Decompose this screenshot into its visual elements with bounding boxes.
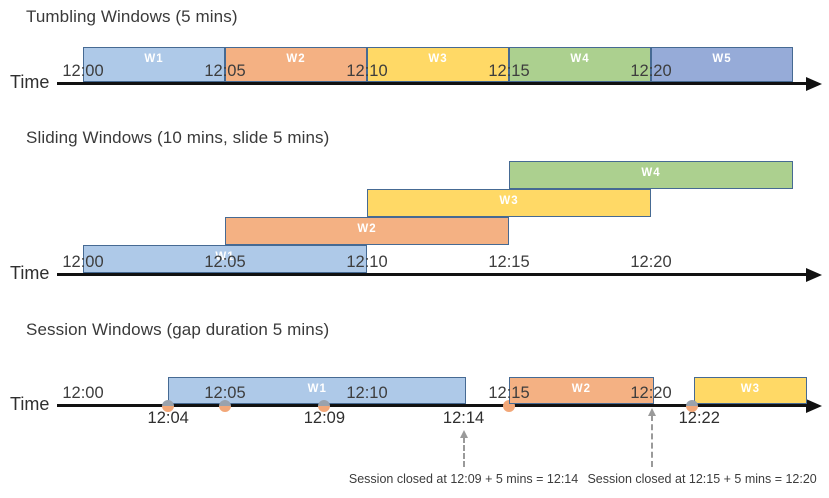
event-dot	[162, 399, 175, 412]
window-label: W3	[428, 53, 448, 65]
dashed-arrow-icon	[648, 408, 657, 467]
tick-label: 12:20	[630, 253, 672, 271]
tick-label: 12:10	[346, 253, 388, 271]
event-time-label: 12:09	[303, 409, 346, 427]
window-label: W1	[215, 251, 235, 263]
event-time-label: 12:14	[442, 409, 485, 427]
window-label: W2	[571, 383, 592, 395]
tick-label: 12:00	[62, 384, 104, 402]
tick-label: 12:10	[346, 62, 388, 80]
session-close-note: Session closed at 12:09 + 5 mins = 12:14	[348, 472, 579, 486]
window-bar-w5: W5	[651, 47, 793, 82]
tick-label: 12:20	[630, 62, 672, 80]
event-dot	[686, 399, 699, 412]
window-label: W3	[740, 383, 761, 395]
tumbling-time-axis	[57, 82, 806, 85]
window-bar-w1: W1	[83, 47, 225, 82]
tick-label: 12:05	[204, 253, 246, 271]
event-time-label: 12:22	[678, 409, 720, 427]
window-label: W4	[641, 167, 661, 179]
session-section-title: Session Windows (gap duration 5 mins)	[26, 320, 330, 339]
window-bar-w2: W2	[225, 217, 509, 245]
window-bar-w3: W3	[367, 189, 651, 217]
sliding-section-title: Sliding Windows (10 mins, slide 5 mins)	[26, 128, 330, 147]
tick-label: 12:05	[204, 384, 246, 402]
tick-label: 12:15	[488, 384, 530, 402]
tumbling-time-axis-label: Time	[10, 72, 50, 92]
window-label: W2	[357, 223, 377, 235]
tick-label: 12:00	[62, 62, 104, 80]
dashed-arrow-icon	[460, 430, 469, 467]
window-label: W5	[712, 53, 732, 65]
tumbling-axis-arrowhead-icon	[806, 76, 822, 91]
window-bar-w2: W2	[225, 47, 367, 82]
sliding-axis-arrowhead-icon	[806, 267, 822, 282]
window-bar-w1: W1	[83, 245, 367, 273]
event-dot	[219, 399, 231, 412]
arrow-up-head-icon	[460, 430, 469, 438]
sliding-time-axis-label: Time	[10, 263, 50, 283]
tick-label: 12:20	[630, 384, 672, 402]
window-bar-w3: W3	[693, 377, 808, 404]
window-bar-w3: W3	[367, 47, 509, 82]
tick-label: 12:00	[62, 253, 104, 271]
session-time-axis-label: Time	[10, 394, 50, 414]
sliding-time-axis	[57, 273, 806, 276]
window-label: W1	[307, 383, 327, 395]
window-bar-w4: W4	[509, 161, 793, 189]
tick-label: 12:05	[204, 62, 246, 80]
session-time-axis	[57, 404, 806, 407]
session-close-note: Session closed at 12:15 + 5 mins = 12:20	[587, 472, 817, 486]
event-dot	[318, 399, 331, 412]
tick-label: 12:15	[488, 253, 530, 271]
window-label: W3	[499, 195, 519, 207]
window-label: W2	[286, 53, 306, 65]
window-bar-w1: W1	[168, 377, 467, 404]
tick-label: 12:15	[488, 62, 530, 80]
tumbling-section-title: Tumbling Windows (5 mins)	[26, 7, 238, 26]
window-bar-w4: W4	[509, 47, 651, 82]
tick-label: 12:10	[346, 384, 388, 402]
event-time-label: 12:04	[147, 409, 189, 427]
arrow-up-head-icon	[648, 408, 657, 416]
window-label: W4	[570, 53, 590, 65]
window-label: W1	[144, 53, 164, 65]
session-axis-arrowhead-icon	[806, 398, 822, 413]
window-bar-w2: W2	[509, 377, 654, 404]
